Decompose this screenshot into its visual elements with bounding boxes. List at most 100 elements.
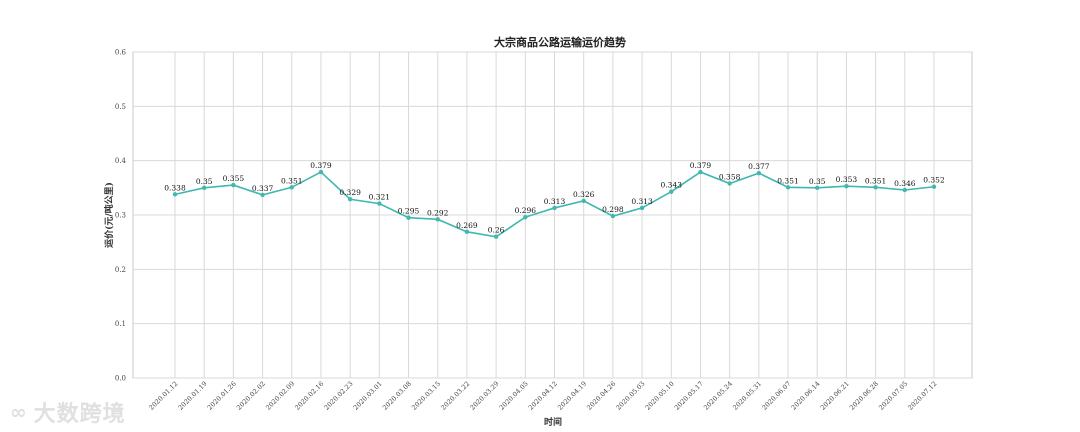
y-tick-label: 0.5 <box>115 103 126 111</box>
data-label: 0.35 <box>196 177 213 186</box>
data-point <box>815 185 820 191</box>
data-point <box>406 215 411 220</box>
data-label: 0.326 <box>573 190 595 199</box>
x-tick-label: 2020.05.03 <box>615 380 647 412</box>
data-label: 0.313 <box>544 197 566 206</box>
series <box>172 169 937 239</box>
data-label: 0.352 <box>923 176 945 185</box>
x-tick-label: 2020.02.23 <box>323 380 355 412</box>
x-tick-label: 2020.04.12 <box>527 380 559 412</box>
x-tick-label: 2020.03.29 <box>469 380 501 412</box>
data-label: 0.351 <box>281 176 302 185</box>
grid <box>132 51 973 379</box>
watermark-text: 大数跨境 <box>33 402 126 427</box>
y-tick-label: 0.2 <box>115 266 126 274</box>
x-tick-label: 2020.03.01 <box>352 380 384 412</box>
data-label: 0.338 <box>164 183 186 192</box>
data-label: 0.358 <box>719 172 741 181</box>
x-tick-label: 2020.03.15 <box>410 380 442 412</box>
data-label: 0.379 <box>310 161 332 170</box>
data-point <box>785 185 791 190</box>
x-tick-label: 2020.05.24 <box>702 380 734 412</box>
data-point <box>698 169 703 175</box>
chart-title: 大宗商品公路运输运价趋势 <box>494 35 626 49</box>
x-tick-label: 2020.01.26 <box>206 380 238 412</box>
data-label: 0.337 <box>252 184 274 193</box>
x-axis-label: 时间 <box>544 416 562 428</box>
data-label: 0.313 <box>631 197 653 206</box>
data-point <box>172 192 178 197</box>
y-tick-label: 0.4 <box>115 157 127 165</box>
y-axis-label: 运价(元/吨公里) <box>103 182 115 248</box>
x-tick-label: 2020.06.28 <box>848 380 880 412</box>
watermark: ∞ 大数跨境 <box>10 396 126 428</box>
data-label: 0.321 <box>369 193 390 202</box>
x-tick-label: 2020.05.17 <box>673 380 705 412</box>
x-tick-label: 2020.06.07 <box>760 380 792 412</box>
data-point <box>493 234 499 239</box>
data-point <box>844 184 849 189</box>
x-tick-label: 2020.02.16 <box>293 380 325 412</box>
data-point <box>231 182 236 188</box>
x-tick-label: 2020.04.05 <box>498 380 530 412</box>
x-tick-label: 2020.06.21 <box>819 380 851 412</box>
data-label: 0.377 <box>748 162 770 171</box>
data-point <box>931 184 937 189</box>
data-label: 0.343 <box>661 181 683 190</box>
x-tick-label: 2020.06.14 <box>790 380 822 412</box>
data-point <box>377 201 382 206</box>
data-label: 0.351 <box>865 176 886 185</box>
data-point <box>581 198 586 204</box>
x-tick-label: 2020.05.10 <box>644 380 676 412</box>
data-point <box>201 185 207 191</box>
data-label: 0.269 <box>456 221 478 230</box>
data-point <box>318 169 324 175</box>
data-point <box>435 217 440 222</box>
data-point <box>523 214 528 220</box>
data-point <box>347 197 353 202</box>
x-tick-label: 2020.07.12 <box>906 380 938 412</box>
y-tick-label: 0.3 <box>115 212 126 220</box>
ribbon-logo-icon: ∞ <box>10 400 28 424</box>
data-point <box>260 192 265 198</box>
x-tick-label: 2020.01.12 <box>147 380 179 412</box>
data-point <box>610 213 616 219</box>
data-point <box>873 185 878 190</box>
data-label: 0.292 <box>427 208 449 217</box>
x-tick-label: 2020.04.19 <box>556 380 588 412</box>
y-tick-label: 0.6 <box>115 49 127 57</box>
x-tick-label: 2020.04.26 <box>585 380 617 412</box>
data-labels: 0.338 0.35 0.355 0.337 0.351 0.379 0.329 0.321 0… <box>164 161 945 235</box>
data-label: 0.26 <box>488 226 505 235</box>
x-tick-label: 2020.03.22 <box>439 380 471 412</box>
x-tick-label: 2020.07.05 <box>877 380 909 412</box>
y-tick-label: 0.1 <box>115 320 126 328</box>
x-tick-label: 2020.03.08 <box>381 380 413 412</box>
data-label: 0.329 <box>339 188 361 197</box>
x-tick-label: 2020.02.02 <box>235 380 267 412</box>
x-tick-label: 2020.01.19 <box>177 380 209 412</box>
data-label: 0.298 <box>602 205 624 214</box>
y-tick-label: 0.0 <box>115 375 126 383</box>
data-point <box>464 229 470 235</box>
data-label: 0.355 <box>223 174 245 183</box>
data-label: 0.346 <box>894 179 916 188</box>
x-tick-label: 2020.05.31 <box>731 380 763 412</box>
data-label: 0.379 <box>690 161 712 170</box>
data-point <box>727 181 732 186</box>
x-tick-label: 2020.02.09 <box>264 380 296 412</box>
data-label: 0.296 <box>515 206 537 215</box>
y-axis-ticks: 0.0 0.1 0.2 0.3 0.4 0.5 0.6 <box>115 49 127 383</box>
data-point <box>639 205 645 211</box>
data-point <box>669 189 674 194</box>
data-label: 0.295 <box>398 207 420 216</box>
data-point <box>552 205 557 211</box>
data-label: 0.351 <box>777 176 798 185</box>
data-point <box>756 170 762 176</box>
data-point <box>902 187 908 193</box>
data-point <box>289 185 294 190</box>
data-label: 0.35 <box>809 177 826 186</box>
data-label: 0.353 <box>836 175 858 184</box>
x-axis-ticks: 2020.01.122020.01.192020.01.262020.02.02… <box>147 380 938 412</box>
